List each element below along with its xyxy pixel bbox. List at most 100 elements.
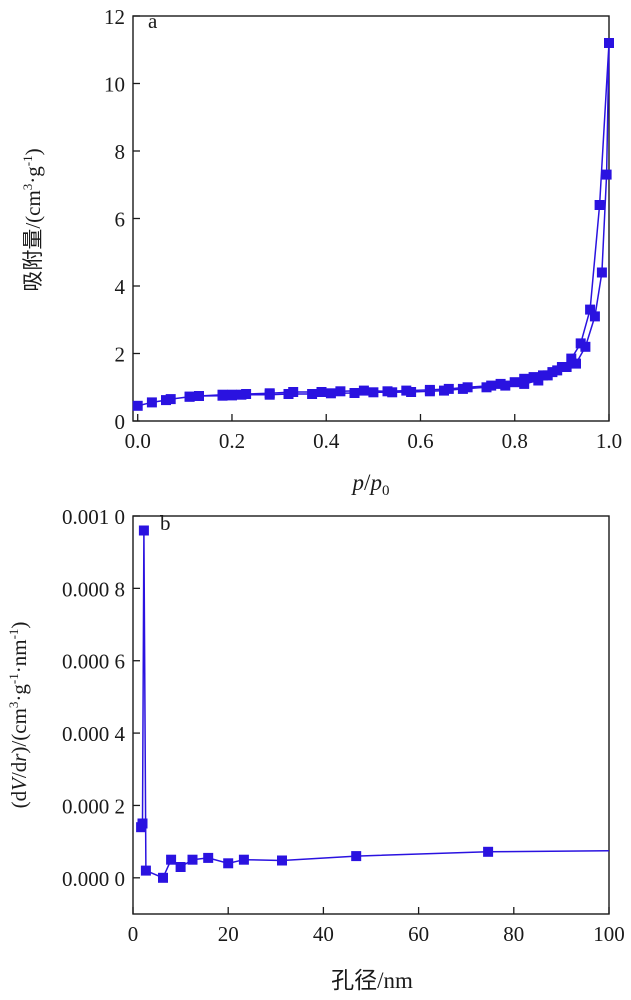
chart-a-data-point <box>589 311 600 322</box>
chart-a-data-point <box>556 362 567 372</box>
chart-b-xlabel: 孔径/nm <box>331 968 413 993</box>
chart-b-data-point <box>166 854 177 865</box>
chart-b-xtick-label: 20 <box>218 922 239 946</box>
chart-b-markers <box>136 525 494 883</box>
chart-a-ticks: 0.0 0.2 0.4 0.6 0.8 1.0 0 2 4 6 8 10 12 <box>104 5 622 453</box>
chart-a-data-point <box>566 353 577 364</box>
chart-b-ticks: 0 20 40 60 80 100 0.000 0 0.000 2 0.000 4 0.000 6… <box>62 505 625 946</box>
chart-b-ylabel-r: r <box>7 753 31 762</box>
chart-a-ylabel-sup: 3 <box>20 184 35 191</box>
chart-a-data-point <box>401 385 412 396</box>
chart-b-ylabel-v: V <box>7 776 31 791</box>
chart-b-data-point <box>175 862 186 872</box>
chart-a-ytick-label: 4 <box>115 275 126 299</box>
chart-b-ytick-label: 0.000 0 <box>62 867 125 891</box>
chart-b-ylabel-mid4: ·nm <box>7 639 31 673</box>
chart-a-xtick-label: 0.0 <box>125 429 151 453</box>
chart-a-frame <box>132 15 610 422</box>
chart-a-ytick-label: 2 <box>115 343 126 367</box>
chart-b-series <box>140 530 610 879</box>
chart-a-data-point <box>519 373 530 384</box>
chart-b-ylabel-mid2: )/(cm <box>7 708 31 753</box>
chart-a-ytick-label: 10 <box>104 73 125 97</box>
chart-b-series-line-0 <box>140 530 610 879</box>
chart-a-data-point <box>335 386 346 397</box>
chart-b-data-point <box>203 852 214 863</box>
chart-a-data-point <box>596 267 607 278</box>
chart-a-data-point <box>307 389 318 399</box>
chart-a-data-point <box>575 338 586 349</box>
chart-b-xtick-label: 60 <box>408 922 429 946</box>
chart-a-data-point <box>528 372 539 383</box>
chart-b-ylabel-sup1: 3 <box>6 702 21 709</box>
chart-a-data-point <box>316 387 327 397</box>
chart-a-xlabel-p0: p <box>368 470 382 495</box>
chart-a-xlabel-sep: / <box>364 470 371 495</box>
chart-a-series <box>137 42 610 407</box>
chart-b-data-point <box>238 854 249 865</box>
chart-b-ylabel-mid1: /d <box>7 761 31 778</box>
chart-a-data-point <box>241 389 252 399</box>
chart-a-panel-label: a <box>148 9 158 33</box>
chart-a-xtick-label: 0.4 <box>313 429 340 453</box>
chart-a-series-line-1 <box>189 42 610 398</box>
chart-a-series-line-0 <box>137 42 610 407</box>
chart-a-ylabel: 吸附量/(cm3·g-1) <box>20 148 45 291</box>
chart-a-data-point <box>604 38 614 48</box>
chart-a-data-point <box>288 387 299 397</box>
chart-a-ylabel-mid: ·g <box>21 166 45 184</box>
chart-b-frame <box>132 515 610 915</box>
chart-a-ytick-label: 0 <box>115 410 126 434</box>
chart-b-panel-label: b <box>160 511 171 535</box>
chart-b-ytick-label: 0.000 6 <box>62 650 125 674</box>
chart-a-data-point <box>217 389 228 400</box>
chart-a-data-point <box>368 387 379 398</box>
chart-b-ylabel: (dV/dr)/(cm3·g-1·nm-1) <box>6 622 31 809</box>
chart-b-ytick-label: 0.001 0 <box>62 505 125 529</box>
chart-a-data-point <box>509 377 520 388</box>
chart-b-data-point <box>158 872 168 883</box>
chart-b-ylabel-sup3: -1 <box>6 629 21 640</box>
chart-a-ylabel-end: ) <box>21 148 45 155</box>
chart-a-data-point <box>538 370 548 381</box>
chart-a-data-point <box>227 389 237 400</box>
chart-b-data-point <box>138 525 149 536</box>
chart-b-data-point <box>351 851 362 862</box>
chart-a-data-point <box>184 391 195 402</box>
chart-b-ylabel-end: ) <box>7 622 31 629</box>
chart-a-data-point <box>519 378 530 389</box>
chart-b-data-point <box>137 818 148 829</box>
chart-b-xtick-label: 80 <box>503 922 524 946</box>
chart-a-data-point <box>349 388 360 398</box>
chart-b-data-point <box>277 855 287 866</box>
chart-a-data-point <box>585 304 596 315</box>
chart-a-data-point <box>424 384 435 395</box>
chart-b-data-point <box>483 846 494 857</box>
chart-a-data-point <box>194 391 204 401</box>
chart-b-ytick-label: 0.000 2 <box>62 794 125 818</box>
chart-b-xtick-label: 100 <box>593 922 625 946</box>
chart-a-data-point <box>443 383 454 394</box>
chart-a-ytick-label: 6 <box>115 208 126 232</box>
chart-a-data-point <box>462 382 473 393</box>
chart-b-xtick-label: 0 <box>128 922 139 946</box>
chart-a-data-point <box>486 380 497 391</box>
chart-a-ytick-label: 8 <box>115 140 126 164</box>
chart-b-ylabel-pre: (d <box>7 790 31 808</box>
chart-a-data-point <box>165 394 176 405</box>
chart-a-data-point <box>325 388 336 399</box>
chart-b-data-point <box>223 858 234 869</box>
chart-a-data-point <box>601 169 612 180</box>
chart-a-xtick-label: 1.0 <box>596 429 622 453</box>
chart-a-xtick-label: 0.6 <box>407 429 433 453</box>
chart-b: 0 20 40 60 80 100 0.000 0 0.000 2 0.000 4 0.000 6… <box>6 505 625 993</box>
chart-b-data-point <box>187 854 198 865</box>
chart-b-ytick-label: 0.000 4 <box>62 722 126 746</box>
chart-a-xlabel-p: p <box>351 470 365 495</box>
chart-a-data-point <box>132 400 143 411</box>
chart-b-data-point <box>140 865 151 876</box>
chart-a-ytick-label: 12 <box>104 5 125 29</box>
chart-a-xtick-label: 0.8 <box>502 429 528 453</box>
